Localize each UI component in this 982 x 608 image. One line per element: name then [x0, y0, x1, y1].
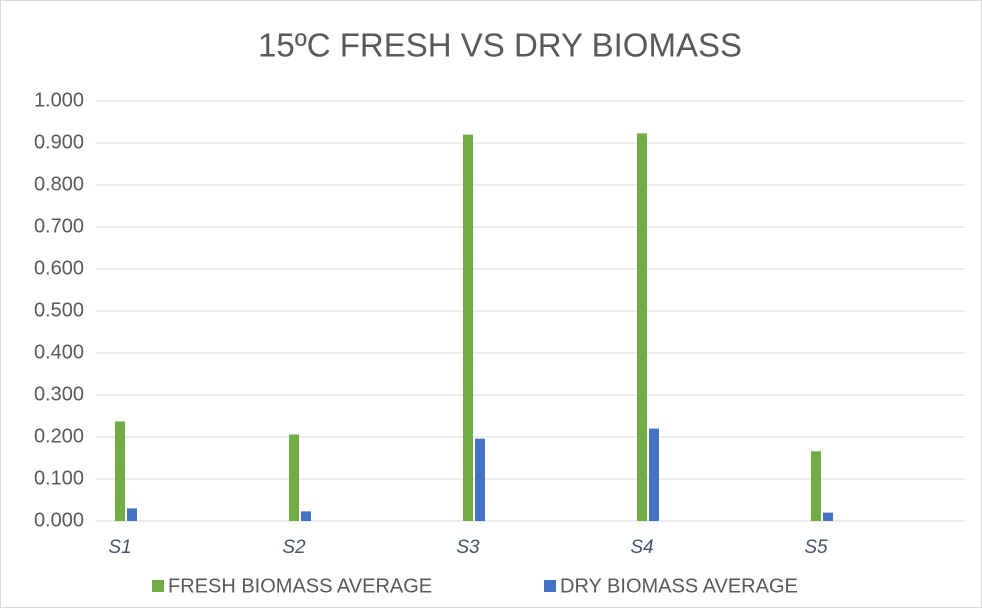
legend-label: DRY BIOMASS AVERAGE [560, 575, 798, 597]
bar [823, 512, 833, 521]
x-tick-label: S5 [804, 537, 828, 558]
y-tick-label: 0.700 [34, 215, 84, 237]
y-tick-label: 0.100 [34, 467, 84, 489]
y-tick-label: 0.200 [34, 425, 84, 447]
chart-title: 15ºC FRESH VS DRY BIOMASS [258, 27, 742, 64]
x-tick-label: S3 [456, 537, 480, 558]
legend-label: FRESH BIOMASS AVERAGE [168, 575, 432, 597]
bar [475, 438, 485, 521]
bar [127, 508, 137, 521]
y-tick-label: 0.500 [34, 299, 84, 321]
bar [637, 133, 647, 521]
y-tick-label: 0.300 [34, 383, 84, 405]
bar [649, 428, 659, 521]
bar [289, 434, 299, 521]
bar [301, 511, 311, 521]
y-tick-label: 0.400 [34, 341, 84, 363]
legend-swatch [152, 580, 164, 592]
y-tick-label: 0.000 [34, 509, 84, 531]
bar [115, 421, 125, 521]
x-tick-label: S1 [108, 537, 131, 558]
x-tick-label: S2 [282, 537, 306, 558]
bar [811, 451, 821, 521]
y-tick-label: 1.000 [34, 89, 84, 111]
y-tick-label: 0.800 [34, 173, 84, 195]
bar [463, 134, 473, 521]
legend-swatch [544, 580, 556, 592]
x-tick-label: S4 [630, 537, 653, 558]
y-tick-label: 0.600 [34, 257, 84, 279]
y-tick-label: 0.900 [34, 131, 84, 153]
